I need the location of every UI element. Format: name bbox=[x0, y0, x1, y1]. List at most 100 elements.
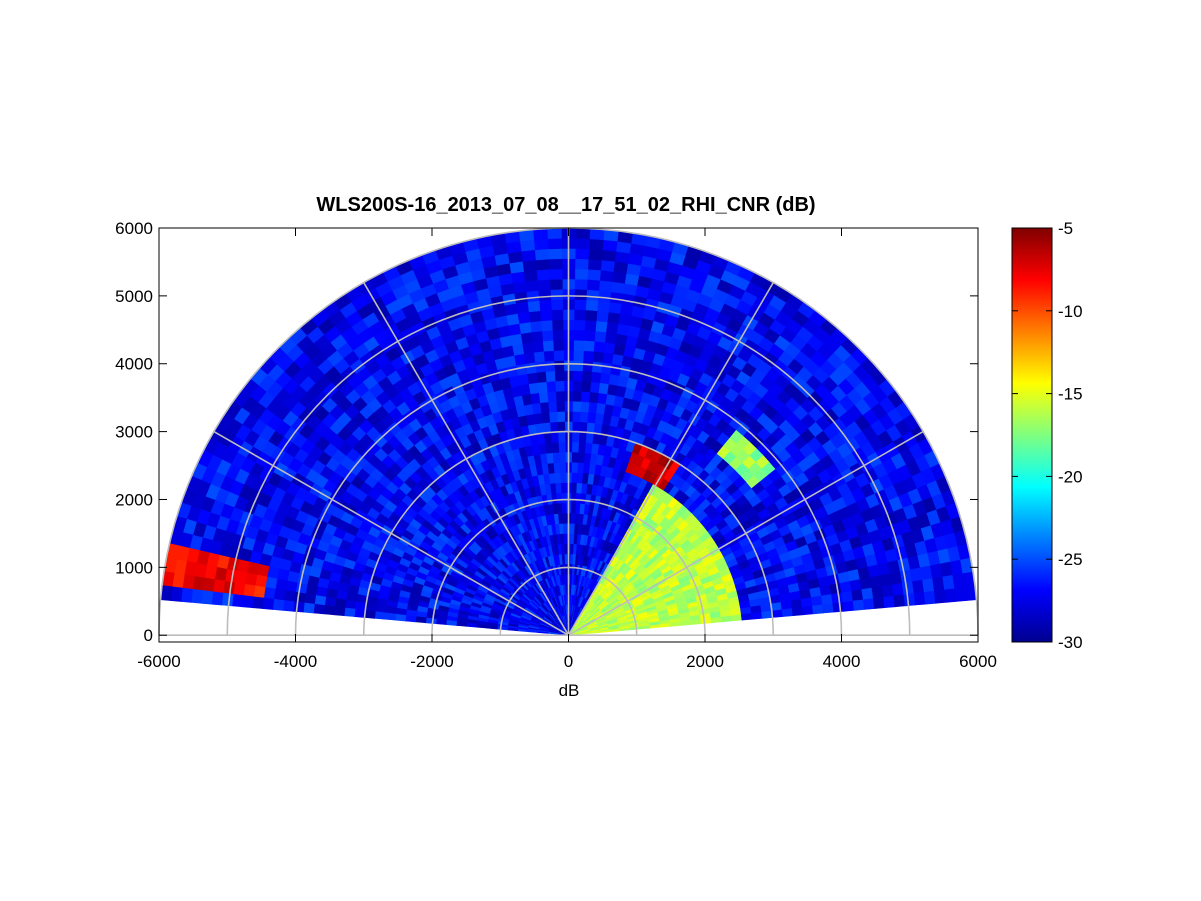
heatmap-cell bbox=[862, 597, 875, 610]
heatmap-cell bbox=[539, 309, 553, 322]
heatmap-cell bbox=[554, 370, 565, 382]
heatmap-cell bbox=[601, 249, 617, 262]
heatmap-cell bbox=[852, 598, 865, 611]
heatmap-cell bbox=[903, 592, 916, 607]
heatmap-cell bbox=[599, 269, 614, 282]
heatmap-cell bbox=[549, 421, 559, 433]
heatmap-cell bbox=[425, 617, 437, 625]
heatmap-cell bbox=[597, 290, 612, 303]
heatmap-cell bbox=[572, 380, 583, 392]
heatmap-cell bbox=[572, 349, 584, 362]
heatmap-cell bbox=[537, 289, 552, 301]
heatmap-cell bbox=[586, 268, 601, 281]
heatmap-cell bbox=[525, 290, 540, 303]
heatmap-cell bbox=[893, 593, 906, 608]
heatmap-cell bbox=[577, 451, 585, 464]
heatmap-cell bbox=[285, 580, 298, 593]
heatmap-cell bbox=[571, 451, 579, 463]
heatmap-cell bbox=[394, 613, 407, 622]
heatmap-cell bbox=[574, 268, 589, 280]
heatmap-cell bbox=[364, 610, 376, 619]
heatmap-cell bbox=[569, 543, 574, 555]
heatmap-cell bbox=[555, 390, 565, 402]
heatmap-cell bbox=[575, 227, 591, 240]
colorbar-ticks: -5 -10 -15 -20 -25 -30 bbox=[1012, 219, 1083, 652]
heatmap-cell bbox=[574, 248, 590, 260]
heatmap-cell bbox=[589, 381, 601, 394]
heatmap-cell bbox=[573, 298, 587, 311]
spoke-line bbox=[363, 282, 570, 636]
heatmap-cell bbox=[571, 410, 581, 423]
heatmap-cell bbox=[523, 351, 536, 365]
heatmap-cell bbox=[551, 441, 560, 454]
heatmap-cell bbox=[579, 411, 589, 423]
heatmap-cell bbox=[592, 350, 604, 363]
heatmap-cell bbox=[933, 588, 947, 604]
heatmap-cell bbox=[578, 431, 587, 443]
heatmap-cell bbox=[586, 411, 597, 424]
y-tick-label: 1000 bbox=[115, 558, 153, 577]
heatmap-cell bbox=[170, 586, 183, 602]
heatmap-cell bbox=[295, 582, 308, 595]
heatmap-cell bbox=[384, 612, 397, 621]
heatmap-cell bbox=[609, 291, 624, 304]
heatmap-cell bbox=[841, 590, 854, 603]
heatmap-cell bbox=[589, 228, 605, 241]
colorbar-tick-label: -30 bbox=[1058, 633, 1083, 652]
heatmap-cell bbox=[590, 371, 602, 383]
heatmap-cell bbox=[587, 258, 602, 271]
spoke-line bbox=[568, 430, 924, 636]
heatmap-cell bbox=[190, 588, 204, 604]
heatmap-cell bbox=[571, 421, 581, 433]
heatmap-cell bbox=[221, 592, 234, 607]
heatmap-cell bbox=[913, 591, 926, 606]
heatmap-cell bbox=[222, 580, 236, 595]
y-tick-label: 6000 bbox=[115, 219, 153, 238]
heatmap-cell bbox=[323, 605, 336, 616]
heatmap-cell bbox=[594, 330, 607, 343]
heatmap-cell bbox=[570, 482, 577, 494]
heatmap-cell bbox=[602, 239, 618, 252]
colorbar-scale bbox=[1011, 227, 1053, 643]
heatmap-cell bbox=[588, 238, 604, 251]
x-tick-label: 0 bbox=[564, 652, 573, 671]
heatmap-cell bbox=[588, 391, 599, 404]
heatmap-cell bbox=[583, 340, 595, 352]
heatmap-cell bbox=[548, 268, 563, 280]
heatmap-cell bbox=[211, 591, 224, 606]
heatmap-cell bbox=[314, 595, 327, 606]
heatmap-cell bbox=[548, 258, 563, 270]
heatmap-cell bbox=[262, 597, 275, 610]
heatmap-cell bbox=[598, 382, 609, 395]
heatmap-cell bbox=[535, 371, 547, 383]
heatmap-cell bbox=[851, 588, 864, 601]
heatmap-cell bbox=[415, 616, 427, 624]
heatmap-cell bbox=[531, 340, 544, 353]
heatmap-cell bbox=[333, 606, 346, 617]
heatmap-cell bbox=[534, 361, 546, 373]
heatmap-cell bbox=[404, 615, 417, 623]
heatmap-cell bbox=[293, 591, 306, 604]
heatmap-cell bbox=[573, 309, 586, 321]
heatmap-cell bbox=[510, 271, 526, 284]
heatmap-cell bbox=[599, 372, 611, 385]
heatmap-cell bbox=[600, 362, 613, 375]
heatmap-cell bbox=[570, 512, 576, 524]
heatmap-cell bbox=[520, 249, 536, 262]
heatmap-cell bbox=[543, 350, 555, 362]
heatmap-cell bbox=[201, 590, 214, 605]
heatmap-cell bbox=[596, 392, 608, 405]
x-tick-label: -2000 bbox=[410, 652, 453, 671]
heatmap-cell bbox=[571, 461, 578, 473]
heatmap-cell bbox=[558, 451, 566, 463]
heatmap-cell bbox=[556, 410, 566, 423]
heatmap-cell bbox=[832, 601, 845, 613]
heatmap-cell bbox=[585, 299, 599, 312]
heatmap-cell bbox=[303, 593, 317, 605]
heatmap-cell bbox=[584, 319, 597, 332]
heatmap-cell bbox=[519, 239, 535, 252]
heatmap-cell bbox=[548, 411, 558, 423]
heatmap-cell bbox=[560, 492, 567, 504]
heatmap-cell bbox=[572, 400, 582, 412]
heatmap-cell bbox=[572, 360, 584, 372]
